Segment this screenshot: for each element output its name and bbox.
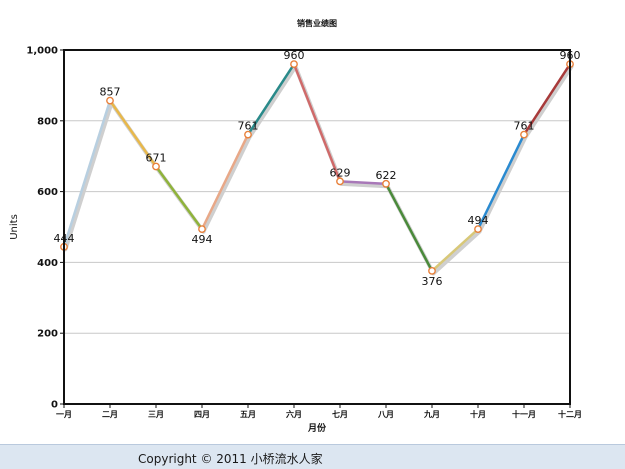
line-segment-shadow bbox=[63, 101, 114, 252]
line-segment bbox=[522, 62, 572, 136]
line-chart: 销售业绩图 0 200 400 600 800 1,000 一月 二月 三月 四月 五月 六月 七月 八… bbox=[9, 18, 582, 434]
grid-lines bbox=[64, 120, 570, 334]
line-segment-shadow bbox=[247, 64, 298, 140]
line-segment-shadow bbox=[431, 229, 482, 276]
data-point bbox=[244, 130, 252, 139]
line-segment-shadow bbox=[477, 135, 528, 234]
data-point bbox=[520, 130, 528, 139]
x-tick-label: 二月 bbox=[102, 410, 118, 419]
x-tick-label: 十二月 bbox=[558, 409, 582, 419]
data-point bbox=[198, 225, 206, 234]
line-segment bbox=[292, 62, 342, 183]
data-label: 622 bbox=[376, 169, 397, 182]
x-tick-label: 一月 bbox=[56, 410, 72, 419]
x-tick-label: 九月 bbox=[423, 409, 440, 419]
data-point bbox=[382, 179, 390, 188]
line-segment bbox=[200, 133, 250, 231]
x-tick-label: 六月 bbox=[286, 409, 302, 419]
data-label: 761 bbox=[238, 120, 259, 133]
x-tick-label: 七月 bbox=[332, 409, 348, 419]
data-label: 761 bbox=[514, 120, 535, 133]
x-tick-label: 十月 bbox=[470, 409, 486, 419]
copyright-text: Copyright © 2011 小桥流水人家 bbox=[138, 452, 323, 466]
x-axis-ticks: 一月 二月 三月 四月 五月 六月 七月 八月 九月 十月 十一月 十二月 bbox=[56, 404, 582, 419]
y-tick-label: 400 bbox=[37, 258, 58, 269]
plot-frame bbox=[63, 49, 571, 405]
data-point bbox=[152, 162, 160, 171]
series-line bbox=[62, 62, 574, 276]
data-point bbox=[290, 60, 298, 69]
chart-title: 销售业绩图 bbox=[297, 18, 337, 28]
series-markers bbox=[60, 60, 574, 275]
data-label: 671 bbox=[146, 151, 167, 164]
y-axis-title: Units bbox=[9, 214, 20, 240]
data-label: 960 bbox=[284, 49, 305, 62]
y-tick-label: 0 bbox=[51, 400, 58, 411]
data-point bbox=[428, 266, 436, 275]
line-segment-shadow bbox=[523, 64, 574, 140]
line-segment bbox=[476, 133, 526, 231]
y-tick-label: 800 bbox=[37, 116, 58, 127]
data-point bbox=[106, 96, 114, 105]
line-segment bbox=[384, 182, 434, 273]
x-tick-label: 八月 bbox=[377, 410, 394, 419]
x-axis-title: 月份 bbox=[307, 422, 327, 434]
y-axis-ticks: 0 200 400 600 800 1,000 bbox=[26, 46, 64, 411]
y-tick-label: 1,000 bbox=[26, 46, 58, 57]
line-segment-shadow bbox=[201, 135, 252, 234]
y-tick-label: 600 bbox=[37, 187, 58, 198]
line-segment bbox=[154, 165, 204, 231]
line-segment bbox=[62, 99, 112, 249]
footer-bar: Copyright © 2011 小桥流水人家 bbox=[0, 444, 625, 469]
data-label: 629 bbox=[330, 166, 351, 179]
data-point bbox=[474, 225, 482, 234]
data-label: 376 bbox=[422, 275, 443, 288]
data-label: 494 bbox=[192, 233, 213, 246]
line-segment bbox=[430, 227, 480, 273]
x-tick-label: 四月 bbox=[194, 410, 210, 419]
data-point bbox=[336, 177, 344, 186]
line-segment bbox=[338, 180, 388, 186]
x-tick-label: 五月 bbox=[240, 410, 256, 419]
data-label: 857 bbox=[100, 86, 121, 99]
line-segment bbox=[108, 99, 158, 168]
x-tick-label: 三月 bbox=[148, 410, 164, 419]
line-segment bbox=[246, 62, 296, 136]
x-tick-label: 十一月 bbox=[512, 409, 536, 419]
data-label: 494 bbox=[468, 214, 489, 227]
y-tick-label: 200 bbox=[37, 329, 58, 340]
line-segment-shadow bbox=[339, 181, 390, 189]
